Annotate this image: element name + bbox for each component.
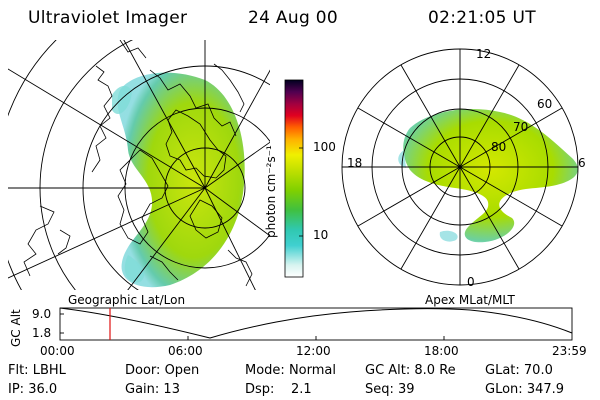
status-gc-alt: GC Alt: 8.0 Re: [365, 363, 456, 378]
date-label: 24 Aug 00: [248, 8, 338, 28]
altitude-ytick-min: 1.8: [32, 326, 52, 340]
status-dsp: Dsp: 2.1: [245, 382, 312, 397]
geographic-map: [8, 40, 270, 290]
status-gain: Gain: 13: [125, 382, 180, 397]
status-glat: GLat: 70.0: [485, 363, 553, 378]
time-label: 02:21:05 UT: [428, 8, 536, 28]
altitude-xtick-2359: 23:59: [552, 344, 587, 358]
colorbar-tick-10: 10: [313, 228, 329, 242]
altitude-xtick-0600: 06:00: [168, 344, 203, 358]
app-title: Ultraviolet Imager: [28, 8, 188, 28]
status-glon: GLon: 347.9: [485, 382, 565, 397]
mlt-label-6: 6: [578, 156, 586, 170]
altitude-timeline: [59, 307, 573, 341]
mlt-label-12: 12: [476, 47, 492, 61]
status-flt: Flt: LBHL: [8, 363, 66, 378]
apex-caption: Apex MLat/MLT: [425, 293, 515, 307]
mlt-label-0: 0: [467, 275, 475, 289]
altitude-xtick-1200: 12:00: [296, 344, 331, 358]
status-ip: IP: 36.0: [8, 382, 58, 397]
mlat-label-80: 80: [491, 140, 507, 154]
magnetic-polar-plot: [341, 48, 579, 286]
mlat-label-60: 60: [537, 97, 553, 111]
aurora-emission-right: [403, 108, 578, 243]
status-mode: Mode: Normal: [245, 363, 336, 378]
altitude-ylabel: GC Alt: [9, 309, 23, 347]
geographic-caption: Geographic Lat/Lon: [68, 293, 186, 307]
aurora-emission-left: [117, 72, 245, 288]
altitude-xtick-0000: 00:00: [40, 344, 75, 358]
colorbar-tick-100: 100: [313, 140, 336, 154]
status-seq: Seq: 39: [365, 382, 415, 397]
mlat-label-70: 70: [513, 120, 529, 134]
altitude-curve: [59, 307, 573, 339]
mlt-label-18: 18: [347, 156, 363, 170]
altitude-xtick-1800: 18:00: [424, 344, 459, 358]
color-scale-bar: [284, 79, 304, 278]
status-door: Door: Open: [125, 363, 200, 378]
altitude-ytick-max: 9.0: [32, 307, 52, 321]
colorbar-unit-label: photon cm⁻²s⁻¹: [264, 145, 278, 238]
